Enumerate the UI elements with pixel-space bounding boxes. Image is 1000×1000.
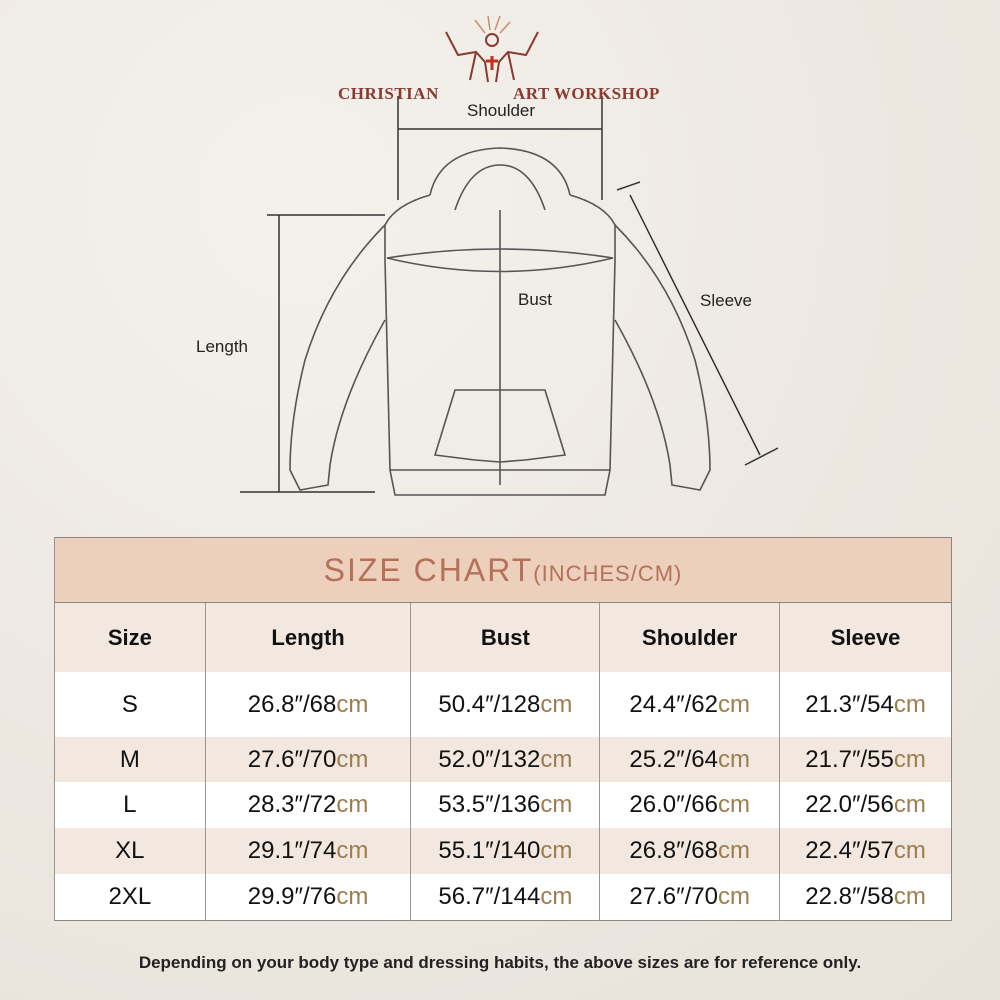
measure-cell: 29.1″/74cm bbox=[204, 828, 411, 874]
brand-left: CHRISTIAN bbox=[338, 84, 439, 103]
measure-cell: 21.7″/55cm bbox=[779, 737, 952, 782]
size-cell: XL bbox=[54, 828, 206, 874]
size-chart-table: SIZE CHART(INCHES/CM) Size Length Bust Shou… bbox=[54, 537, 952, 921]
column-header: Length bbox=[204, 602, 411, 672]
measure-cell: 22.0″/56cm bbox=[779, 782, 952, 828]
measure-cell: 27.6″/70cm bbox=[599, 874, 780, 920]
disclaimer-note: Depending on your body type and dressing… bbox=[138, 953, 862, 972]
table-title: SIZE CHART(INCHES/CM) bbox=[54, 537, 952, 603]
column-header: Shoulder bbox=[599, 602, 780, 672]
table-row: XL 29.1″/74cm 55.1″/140cm 26.8″/68cm 22.4″/5… bbox=[54, 828, 952, 874]
column-header: Size bbox=[54, 602, 206, 672]
label-sleeve: Sleeve bbox=[700, 291, 752, 310]
size-cell: S bbox=[54, 672, 206, 737]
measure-cell: 55.1″/140cm bbox=[410, 828, 600, 874]
table-row: S 26.8″/68cm 50.4″/128cm 24.4″/62cm 21.3″/54… bbox=[54, 672, 952, 737]
measure-cell: 22.8″/58cm bbox=[779, 874, 952, 920]
measure-cell: 26.0″/66cm bbox=[599, 782, 780, 828]
measure-cell: 27.6″/70cm bbox=[204, 737, 411, 782]
measure-cell: 28.3″/72cm bbox=[204, 782, 411, 828]
column-header: Bust bbox=[410, 602, 600, 672]
column-header: Sleeve bbox=[779, 602, 952, 672]
table-row: 2XL 29.9″/76cm 56.7″/144cm 27.6″/70cm 22.8″/… bbox=[54, 874, 952, 920]
label-length: Length bbox=[196, 337, 248, 356]
measure-cell: 21.3″/54cm bbox=[779, 672, 952, 737]
size-cell: L bbox=[54, 782, 206, 828]
measure-cell: 50.4″/128cm bbox=[410, 672, 600, 737]
measure-cell: 29.9″/76cm bbox=[204, 874, 411, 920]
measure-cell: 53.5″/136cm bbox=[410, 782, 600, 828]
measure-cell: 22.4″/57cm bbox=[779, 828, 952, 874]
table-row: M 27.6″/70cm 52.0″/132cm 25.2″/64cm 21.7″/55… bbox=[54, 737, 952, 782]
label-bust: Bust bbox=[518, 290, 553, 309]
measure-cell: 24.4″/62cm bbox=[599, 672, 780, 737]
brand-right: ART WORKSHOP bbox=[513, 84, 660, 103]
table-row: L 28.3″/72cm 53.5″/136cm 26.0″/66cm 22.0″/56… bbox=[54, 782, 952, 828]
size-cell: M bbox=[54, 737, 206, 782]
measure-cell: 56.7″/144cm bbox=[410, 874, 600, 920]
measure-cell: 26.8″/68cm bbox=[599, 828, 780, 874]
size-cell: 2XL bbox=[54, 874, 206, 920]
measure-cell: 25.2″/64cm bbox=[599, 737, 780, 782]
logo-figure-icon bbox=[445, 15, 539, 83]
measure-cell: 26.8″/68cm bbox=[204, 672, 411, 737]
measure-cell: 52.0″/132cm bbox=[410, 737, 600, 782]
label-shoulder: Shoulder bbox=[467, 101, 536, 120]
